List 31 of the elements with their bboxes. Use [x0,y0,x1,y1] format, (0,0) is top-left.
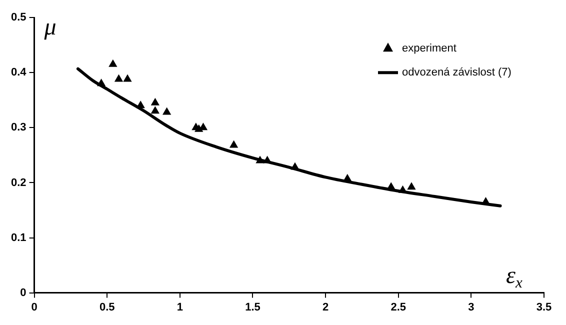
y-tick-label: 0.4 [10,66,28,79]
point [162,107,172,115]
x-tick-label: 2 [322,301,329,314]
point [229,140,238,148]
x-tick-label: 3 [468,301,474,314]
y-tick-label: 0.3 [10,122,26,134]
point [136,100,145,108]
point [150,106,160,114]
x-tick-label: 0.5 [99,301,115,314]
point [256,156,264,164]
point [386,182,396,190]
point [343,174,352,182]
y-tick-label: 0.2 [10,176,26,189]
point [114,74,124,82]
point [290,162,300,170]
legend-label: experiment [402,42,456,55]
point [150,98,160,106]
legend-label: odvozená závislost (7) [402,66,512,79]
point [407,182,416,190]
point [108,59,118,67]
y-axis-title: μ [43,14,56,41]
y-tick-label: 0 [20,286,26,299]
y-tick-label: 0.1 [10,232,26,244]
point [123,74,132,82]
x-tick-label: 0 [31,301,38,314]
x-tick-label: 2.5 [390,301,406,314]
y-tick-label: 0.5 [10,12,26,24]
point [96,78,106,86]
x-tick-label: 1 [176,301,183,314]
x-tick-label: 3.5 [536,301,552,314]
x-tick-label: 1.5 [245,301,260,314]
